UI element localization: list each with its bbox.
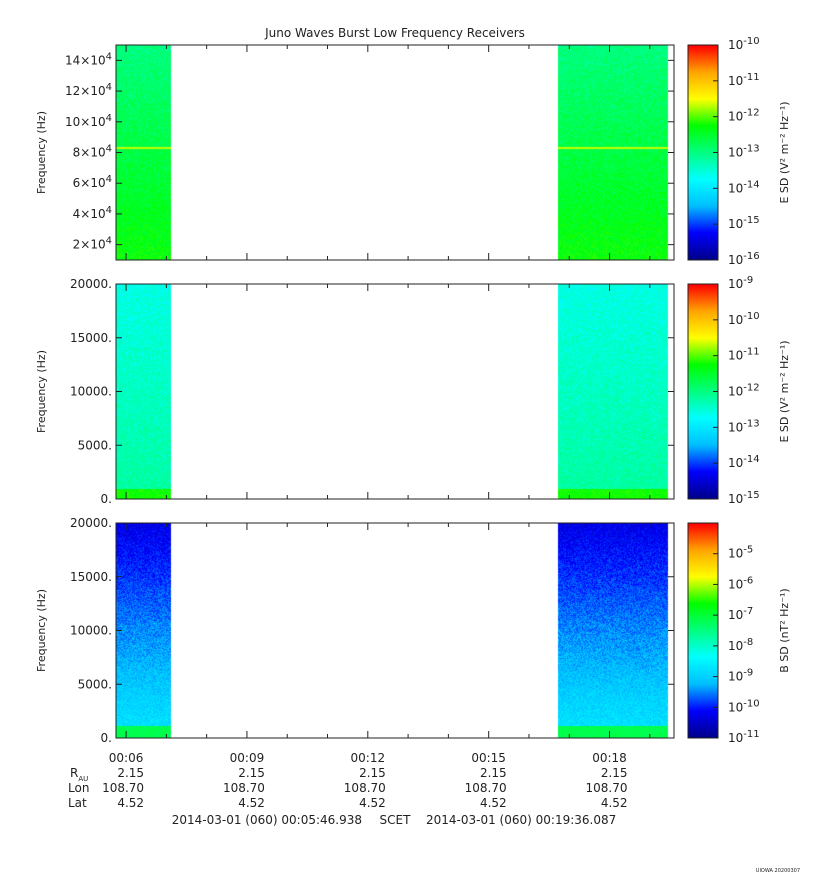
y-axis-label: Frequency (Hz) [35,589,48,672]
ephemeris-value: 2.15 [238,766,265,780]
colorbar-tick-label: 10-14 [728,179,760,195]
ephemeris-value: 4.52 [117,796,144,810]
colorbar-tick-label: 10-8 [728,637,753,653]
colorbar-label: E SD (V² m⁻² Hz⁻¹) [778,340,791,442]
colorbar-tick-label: 10-7 [728,606,753,622]
panels: 2×104 4×104 6×104 8×104 10×104 12×104 14×104 Fr… [35,36,791,745]
time-label: 00:15 [471,751,506,765]
ephemeris-label-lon: Lon [68,781,89,795]
colorbar-tick-label: 10-12 [728,383,760,399]
ephemeris-value: 4.52 [238,796,265,810]
colorbar-frame [687,522,719,739]
freq-tick-label: 20000. [70,277,112,291]
freq-tick-label: 0. [101,731,112,745]
freq-tick-label: 5000. [78,438,112,452]
time-label: 00:09 [230,751,265,765]
freq-tick-label: 2×104 [73,236,112,252]
ephemeris-value: 4.52 [480,796,507,810]
spectrogram-image [116,45,674,260]
ephemeris-value: 4.52 [359,796,386,810]
freq-tick-label: 8×104 [73,144,112,160]
freq-tick-label: 12×104 [65,82,112,98]
y-axis-label: Frequency (Hz) [35,350,48,433]
ephemeris-value: 108.70 [223,781,265,795]
time-label: 00:12 [351,751,386,765]
colorbar-tick-label: 10-12 [728,108,760,124]
colorbar-tick-label: 10-16 [728,251,760,267]
ephemeris-value: 2.15 [480,766,507,780]
freq-tick-label: 5000. [78,677,112,691]
freq-tick-label: 15000. [70,331,112,345]
ephemeris-label-r: RAU [70,766,88,783]
freq-tick-label: 14×104 [65,51,112,67]
spectrogram-image [116,284,674,499]
colorbar-tick-label: 10-10 [728,36,760,52]
colorbar-label: E SD (V² m⁻² Hz⁻¹) [778,101,791,203]
colorbar-tick-label: 10-13 [728,418,760,434]
colorbar-tick-label: 10-6 [728,575,753,591]
ephemeris-value: 2.15 [117,766,144,780]
ephemeris-value: 2.15 [601,766,628,780]
freq-tick-label: 0. [101,492,112,506]
colorbar-tick-label: 10-11 [728,729,760,745]
colorbar [688,523,718,738]
colorbar-tick-label: 10-10 [728,698,760,714]
freq-tick-label: 10000. [70,385,112,399]
colorbar-tick-label: 10-9 [728,275,753,291]
colorbar-tick-label: 10-11 [728,347,760,363]
freq-tick-label: 10000. [70,624,112,638]
ephemeris-value: 108.70 [586,781,628,795]
time-label: 00:18 [592,751,627,765]
time-axis-annotations: 00:062.15108.704.5200:092.15108.704.5200… [68,751,628,827]
colorbar-tick-label: 10-14 [728,454,760,470]
y-axis-label: Frequency (Hz) [35,111,48,194]
colorbar-tick-label: 10-11 [728,72,760,88]
colorbar-label: B SD (nT² Hz⁻¹) [778,588,791,672]
colorbar-tick-label: 10-5 [728,545,753,561]
panel-1: 2×104 4×104 6×104 8×104 10×104 12×104 14×104 Fr… [35,36,791,267]
colorbar-tick-label: 10-13 [728,144,760,160]
freq-tick-label: 10×104 [65,113,112,129]
time-label: 00:06 [109,751,144,765]
ephemeris-label-lat: Lat [68,796,87,810]
ephemeris-value: 2.15 [359,766,386,780]
freq-tick-label: 20000. [70,516,112,530]
panel-3: 0. 5000. 10000. 15000. 20000. Frequency (Hz) 1… [35,516,791,745]
ephemeris-value: 4.52 [601,796,628,810]
colorbar-tick-label: 10-9 [728,668,753,684]
figure-title: Juno Waves Burst Low Frequency Receivers [264,26,525,40]
stamp-label: UIOWA 20200307 [756,868,800,874]
ephemeris-value: 108.70 [102,781,144,795]
panel-2: 0. 5000. 10000. 15000. 20000. Frequency (Hz) 1… [35,275,791,506]
ephemeris-value: 108.70 [344,781,386,795]
freq-tick-label: 6×104 [73,174,112,190]
footer-scet-label: SCET [380,813,412,827]
footer-start-time: 2014-03-01 (060) 00:05:46.938 [172,813,362,827]
colorbar-tick-label: 10-15 [728,490,760,506]
freq-tick-label: 4×104 [73,205,112,221]
colorbar-tick-label: 10-15 [728,215,760,231]
colorbar-tick-label: 10-10 [728,311,760,327]
spectrogram-image [116,523,674,738]
freq-tick-label: 15000. [70,570,112,584]
footer-end-time: 2014-03-01 (060) 00:19:36.087 [426,813,616,827]
ephemeris-value: 108.70 [465,781,507,795]
